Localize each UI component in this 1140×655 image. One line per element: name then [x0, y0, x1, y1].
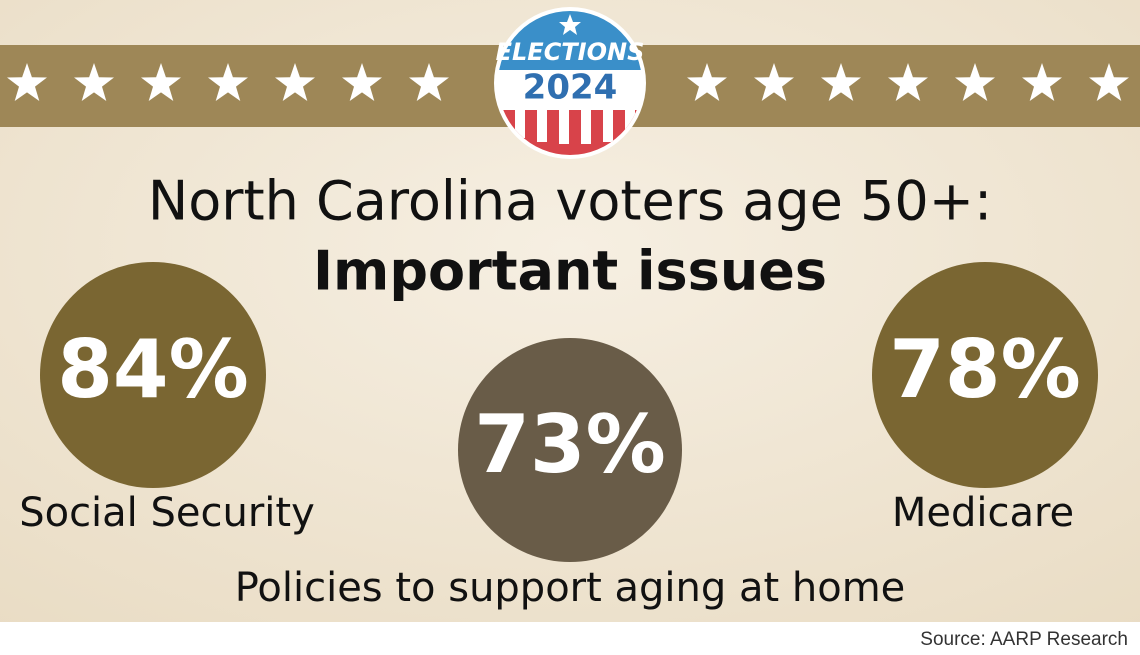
issue-label: Medicare [892, 490, 1074, 536]
title-line2: Important issues [313, 240, 827, 303]
star [208, 63, 248, 101]
footer-strip [0, 622, 1140, 655]
star [7, 63, 47, 101]
issue-label: Policies to support aging at home [235, 565, 906, 611]
issue-percent: 84% [57, 323, 248, 416]
issue-percent: 73% [474, 398, 665, 491]
issue-label: Social Security [19, 490, 315, 536]
star [888, 63, 928, 101]
star [1022, 63, 1062, 101]
source-note: Source: AARP Research [920, 629, 1128, 650]
star [687, 63, 727, 101]
stars [7, 63, 1129, 101]
badge-line1: ELECTIONS [496, 38, 645, 66]
star [1089, 63, 1129, 101]
issue-circle [872, 262, 1098, 488]
star [141, 63, 181, 101]
star [821, 63, 861, 101]
issue-circle [40, 262, 266, 488]
star [754, 63, 794, 101]
badge-line2: 2024 [523, 68, 618, 108]
star [275, 63, 315, 101]
star [74, 63, 114, 101]
issue-percent: 78% [889, 323, 1080, 416]
star [955, 63, 995, 101]
issue-circle [458, 338, 682, 562]
star [409, 63, 449, 101]
title-line1: North Carolina voters age 50+: [148, 170, 992, 233]
star [342, 63, 382, 101]
